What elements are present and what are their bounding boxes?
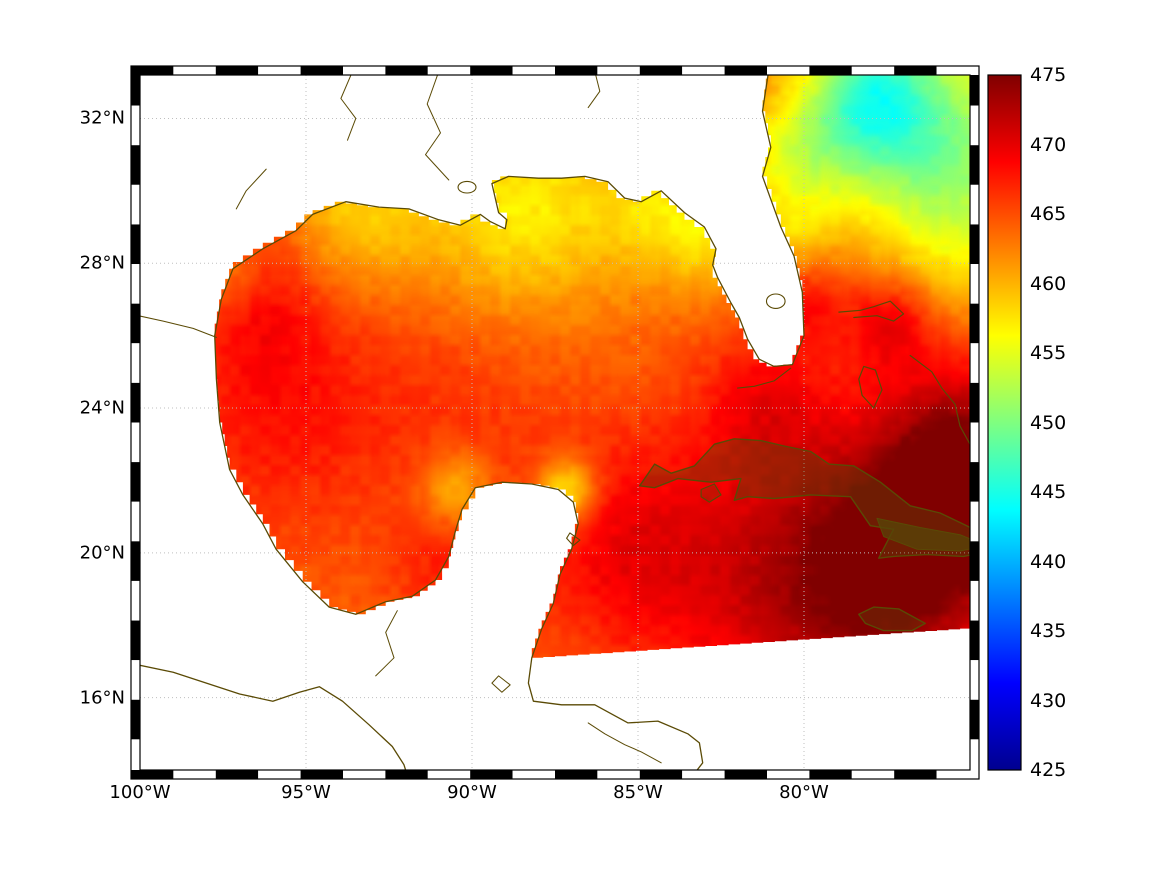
coastline-eleuthera-cat-long-islands	[909, 354, 970, 446]
colorbar-tick-label: 450	[1030, 411, 1067, 434]
colorbar-tick-label: 465	[1030, 203, 1067, 225]
colorbar-tick-label: 460	[1030, 272, 1067, 295]
x-tick-label: 85°W	[613, 782, 663, 803]
y-tick-label: 20°N	[79, 542, 125, 564]
coastline-pacific-coast	[140, 664, 407, 770]
x-tick-label: 90°W	[447, 782, 497, 803]
y-tick-label: 32°N	[79, 107, 125, 129]
coastline-grand-bahama-abaco	[838, 300, 905, 322]
coastline-cozumel	[566, 532, 581, 547]
colorbar-tick-label: 470	[1030, 133, 1067, 156]
colorbar-tick-label: 430	[1030, 689, 1067, 712]
coastline-andros	[858, 365, 883, 409]
coastline-jamaica	[858, 606, 926, 632]
land-mask	[140, 75, 970, 770]
coastline-east-cuba-highlands	[876, 517, 970, 552]
colorbar-tick-label: 455	[1030, 342, 1067, 364]
coastline-honduras-hills	[587, 722, 662, 764]
map-frame	[130, 65, 980, 780]
coastline-isle-of-youth	[700, 483, 722, 503]
colorbar-tick-label: 440	[1030, 550, 1067, 573]
x-tick-label: 95°W	[281, 782, 331, 803]
coastline-mainland-coast	[214, 75, 805, 770]
lake-okeechobee	[765, 293, 786, 310]
coastline-red-river	[340, 75, 357, 141]
coastline-rio-grande-river	[140, 315, 217, 338]
x-tick-label: 100°W	[109, 782, 171, 803]
coastline-cuba	[639, 438, 970, 559]
lake-pontchartrain	[457, 180, 477, 194]
map-layers	[140, 75, 970, 770]
colorbar	[987, 74, 1022, 771]
y-tick-label: 24°N	[79, 397, 125, 419]
colorbar-tick-label: 475	[1030, 64, 1067, 86]
y-tick-label: 28°N	[79, 252, 125, 274]
coastline-lake-izabal	[491, 675, 511, 693]
coastline-texas-river	[235, 168, 267, 210]
x-tick-label: 80°W	[779, 782, 829, 803]
coastline-florida-keys	[737, 367, 792, 389]
coastline-mississippi-river	[425, 75, 450, 181]
y-tick-label: 16°N	[79, 687, 125, 709]
colorbar-tick-label: 445	[1030, 481, 1067, 503]
coastline-grijalva-river	[375, 610, 398, 677]
coastline-alabama-river	[587, 75, 601, 109]
colorbar-tick-label: 435	[1030, 620, 1067, 642]
colorbar-tick-label: 425	[1030, 759, 1067, 781]
